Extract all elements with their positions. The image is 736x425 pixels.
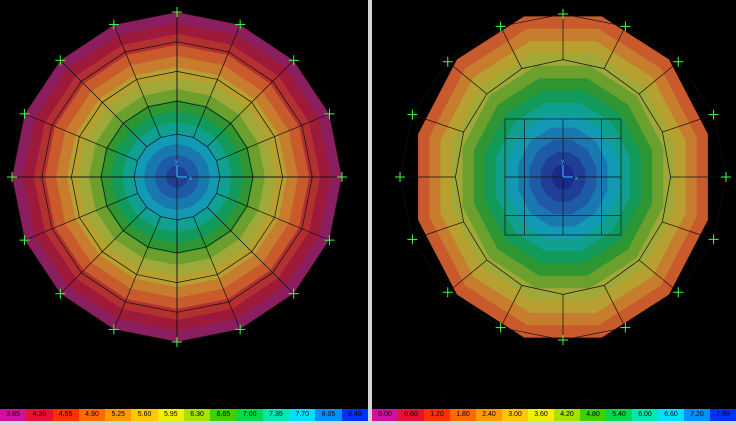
legend-swatch: 4.20 <box>26 409 53 421</box>
legend-swatch: 5.25 <box>105 409 132 421</box>
legend-swatch: 0.60 <box>398 409 424 421</box>
legend-label: 3.85 <box>6 411 20 418</box>
legend-swatch: 5.40 <box>606 409 632 421</box>
legend-label: 6.60 <box>664 411 678 418</box>
legend-label: 7.70 <box>295 411 310 418</box>
legend-swatch: 7.70 <box>289 409 316 421</box>
legend-swatch: 4.20 <box>554 409 580 421</box>
legend-swatch: 7.00 <box>236 409 263 421</box>
legend-label: 6.65 <box>216 411 231 418</box>
legend-swatch: 3.60 <box>528 409 554 421</box>
legend-label: 4.80 <box>586 411 600 418</box>
left-contour-plot: xy <box>7 7 347 347</box>
legend-label: 7.00 <box>242 411 257 418</box>
legend-label: 5.25 <box>111 411 126 418</box>
legend-swatch: 4.55 <box>52 409 79 421</box>
legend-swatch: 8.05 <box>315 409 342 421</box>
right-color-legend: 0.00 0.60 1.20 1.80 2.40 3.00 3.60 4.20 4.80 5.40… <box>372 409 736 421</box>
status-strip <box>0 421 736 425</box>
legend-label: 4.90 <box>85 411 99 418</box>
y-axis-label: y <box>561 159 564 165</box>
legend-swatch: 3.85 <box>0 409 27 421</box>
legend-label: 3.00 <box>508 411 522 418</box>
legend-swatch: 7.20 <box>684 409 710 421</box>
legend-swatch: 7.80 <box>710 409 736 421</box>
legend-swatch: 4.80 <box>580 409 606 421</box>
legend-swatch: 5.95 <box>157 409 184 421</box>
left-color-legend: 3.85 4.20 4.55 4.90 5.25 5.60 5.95 6.30 6.65 7.00… <box>0 409 368 421</box>
legend-label: 8.40 <box>347 411 362 418</box>
legend-label: 5.95 <box>164 411 178 418</box>
legend-label: 0.60 <box>404 411 418 418</box>
legend-label: 7.35 <box>269 411 283 418</box>
legend-label: 8.05 <box>321 411 336 418</box>
legend-label: 6.30 <box>190 411 204 418</box>
legend-label: 1.20 <box>430 411 444 418</box>
legend-label: 0.00 <box>378 411 392 418</box>
legend-swatch: 6.60 <box>658 409 684 421</box>
legend-label: 2.40 <box>482 411 496 418</box>
legend-label: 5.60 <box>137 411 152 418</box>
legend-label: 4.55 <box>58 411 73 418</box>
legend-swatch: 1.80 <box>450 409 476 421</box>
right-contour-plot: xy <box>395 9 731 345</box>
y-axis-label: y <box>175 159 178 165</box>
x-axis-label: x <box>575 176 578 182</box>
legend-swatch: 1.20 <box>424 409 450 421</box>
legend-swatch: 6.30 <box>183 409 211 421</box>
legend-swatch: 2.40 <box>476 409 502 421</box>
legend-label: 4.20 <box>32 411 47 418</box>
x-axis-label: x <box>189 176 192 182</box>
mesh-grid <box>11 11 343 343</box>
viewport-splitter[interactable] <box>368 0 372 425</box>
legend-swatch: 5.60 <box>131 409 158 421</box>
legend-label: 7.80 <box>716 411 730 418</box>
legend-label: 5.40 <box>612 411 626 418</box>
legend-swatch: 8.40 <box>341 409 368 421</box>
legend-label: 6.00 <box>638 411 652 418</box>
legend-label: 1.80 <box>456 411 470 418</box>
legend-swatch: 7.35 <box>262 409 290 421</box>
legend-swatch: 6.65 <box>210 409 237 421</box>
legend-swatch: 6.00 <box>632 409 658 421</box>
legend-label: 3.60 <box>534 411 548 418</box>
legend-swatch: 3.00 <box>502 409 528 421</box>
legend-swatch: 0.00 <box>372 409 398 421</box>
legend-label: 4.20 <box>560 411 574 418</box>
legend-swatch: 4.90 <box>78 409 106 421</box>
legend-label: 7.20 <box>690 411 704 418</box>
